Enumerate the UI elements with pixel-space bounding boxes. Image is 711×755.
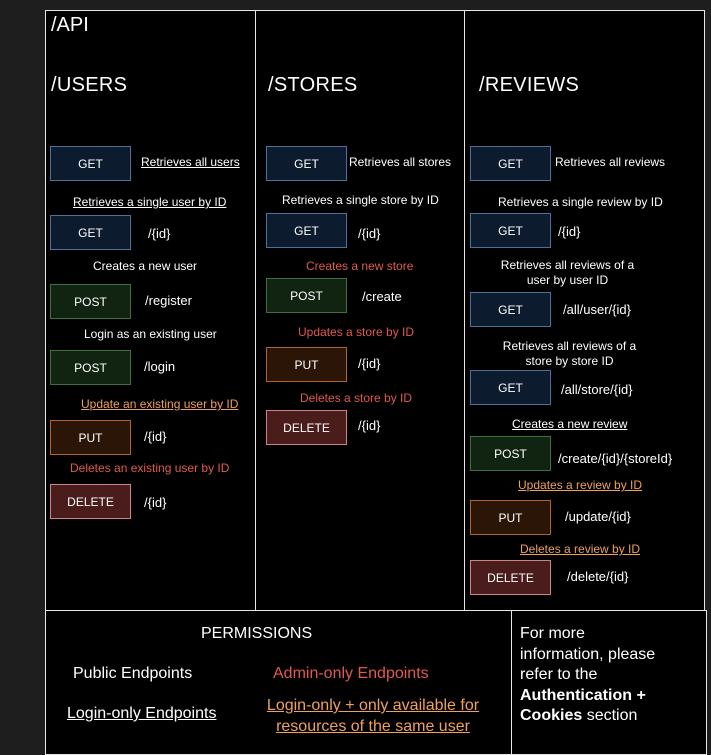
permissions-title: PERMISSIONS bbox=[201, 625, 313, 642]
stores-get-one-path: /{id} bbox=[358, 226, 381, 241]
stores-create-desc: Creates a new store bbox=[306, 259, 414, 273]
users-create-path: /register bbox=[145, 293, 192, 308]
permission-same-user: Login-only + only available for resource… bbox=[266, 697, 480, 735]
stores-get-all-desc: Retrieves all stores bbox=[349, 155, 452, 169]
stores-update-path: /{id} bbox=[358, 356, 381, 371]
reviews-delete-desc: Deletes a review by ID bbox=[520, 542, 641, 556]
users-get-one-path: /{id} bbox=[148, 226, 171, 241]
stores-create-path: /create bbox=[362, 289, 402, 304]
reviews-create-path: /create/{id}/{storeId} bbox=[558, 451, 673, 466]
reviews-create-button[interactable]: POST bbox=[470, 436, 551, 471]
reviews-get-one-path: /{id} bbox=[558, 224, 581, 239]
reviews-by-user-desc: Retrieves all reviews of a user by user … bbox=[500, 258, 635, 287]
column-divider bbox=[255, 10, 256, 611]
stores-delete-path: /{id} bbox=[358, 418, 381, 433]
reviews-delete-button[interactable]: DELETE bbox=[470, 560, 551, 595]
reviews-title: /REVIEWS bbox=[479, 74, 580, 96]
stores-update-button[interactable]: PUT bbox=[266, 347, 347, 382]
reviews-update-path: /update/{id} bbox=[565, 509, 631, 524]
api-title: /API bbox=[51, 14, 89, 36]
permission-public: Public Endpoints bbox=[73, 665, 193, 682]
users-delete-desc: Deletes an existing user by ID bbox=[70, 461, 230, 475]
users-delete-button[interactable]: DELETE bbox=[50, 484, 131, 519]
reviews-get-all-button[interactable]: GET bbox=[470, 146, 551, 181]
users-login-button[interactable]: POST bbox=[50, 350, 131, 385]
permissions-panel bbox=[45, 610, 512, 755]
reviews-by-store-desc: Retrieves all reviews of a store by stor… bbox=[502, 339, 637, 368]
stores-delete-desc: Deletes a store by ID bbox=[300, 391, 413, 405]
users-update-path: /{id} bbox=[144, 429, 167, 444]
users-title: /USERS bbox=[51, 74, 128, 96]
permission-admin: Admin-only Endpoints bbox=[273, 665, 429, 682]
reviews-update-desc: Updates a review by ID bbox=[518, 478, 643, 492]
users-login-desc: Login as an existing user bbox=[84, 327, 217, 341]
permission-login: Login-only Endpoints bbox=[67, 705, 217, 722]
stores-get-all-button[interactable]: GET bbox=[266, 146, 347, 181]
users-get-all-desc: Retrieves all users bbox=[141, 155, 240, 169]
users-get-one-desc: Retrieves a single user by ID bbox=[73, 195, 227, 209]
users-update-button[interactable]: PUT bbox=[50, 420, 131, 455]
reviews-get-one-button[interactable]: GET bbox=[470, 213, 551, 248]
reviews-update-button[interactable]: PUT bbox=[470, 500, 551, 535]
users-update-desc: Update an existing user by ID bbox=[81, 397, 239, 411]
users-get-all-button[interactable]: GET bbox=[50, 146, 131, 181]
reviews-get-all-desc: Retrieves all reviews bbox=[555, 155, 666, 169]
stores-update-desc: Updates a store by ID bbox=[298, 325, 415, 339]
users-login-path: /login bbox=[144, 359, 176, 374]
reviews-get-one-desc: Retrieves a single review by ID bbox=[498, 195, 663, 209]
info-text: For more information, please refer to th… bbox=[520, 625, 656, 724]
reviews-by-store-path: /all/store/{id} bbox=[561, 382, 633, 397]
reviews-delete-path: /delete/{id} bbox=[567, 569, 629, 584]
users-delete-path: /{id} bbox=[144, 495, 167, 510]
reviews-by-store-button[interactable]: GET bbox=[470, 370, 551, 405]
stores-delete-button[interactable]: DELETE bbox=[266, 410, 347, 445]
stores-get-one-button[interactable]: GET bbox=[266, 213, 347, 248]
reviews-create-desc: Creates a new review bbox=[512, 417, 628, 431]
users-create-button[interactable]: POST bbox=[50, 284, 131, 319]
reviews-by-user-button[interactable]: GET bbox=[470, 292, 551, 327]
api-panel bbox=[45, 10, 705, 611]
stores-get-one-desc: Retrieves a single store by ID bbox=[282, 193, 439, 207]
stores-create-button[interactable]: POST bbox=[266, 278, 347, 313]
users-create-desc: Creates a new user bbox=[93, 259, 198, 273]
reviews-by-user-path: /all/user/{id} bbox=[563, 302, 631, 317]
users-get-one-button[interactable]: GET bbox=[50, 215, 131, 250]
stores-title: /STORES bbox=[268, 74, 358, 96]
column-divider bbox=[464, 10, 465, 611]
